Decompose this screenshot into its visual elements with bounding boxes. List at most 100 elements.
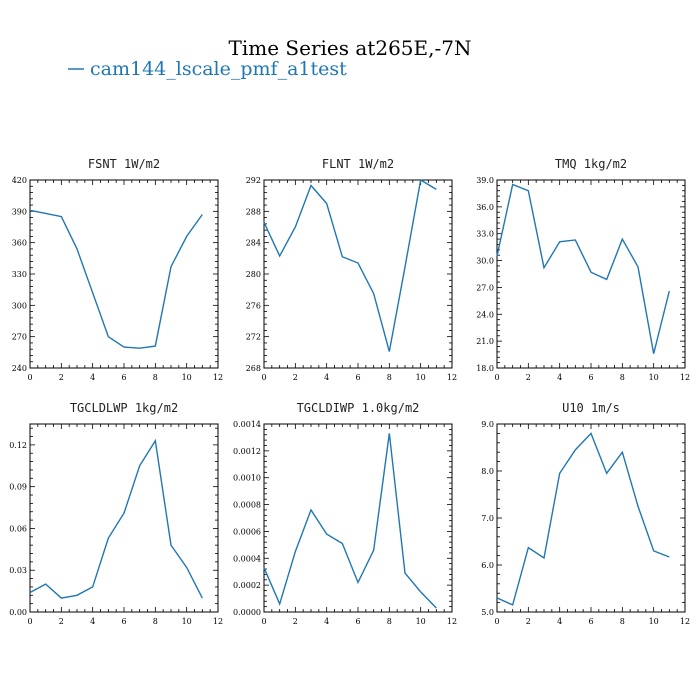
y-tick-label: 5.0 [481,608,494,617]
y-tick-label: 36.0 [476,203,494,212]
y-tick-label: 360 [12,239,27,248]
panel-title: FLNT 1W/m2 [322,157,394,171]
series-line [29,438,203,599]
y-tick-label: 0.0010 [233,474,261,483]
y-tick-label: 0.03 [9,566,27,575]
x-tick-label: 4 [324,373,329,382]
panel-5: TGCLDIWP 1.0kg/m2 0 2 4 6 8 10 12 0.0000 0.0002 0.… [233,401,457,626]
x-tick-label: 0 [261,373,266,382]
y-tick-label: 300 [12,301,27,310]
legend-label: cam144_lscale_pmf_a1test [90,58,347,80]
series-line [263,178,437,352]
y-tick-label: 276 [246,301,261,310]
panel-3: TMQ 1kg/m2 0 2 4 6 8 10 12 18.0 21.0 24.0 27.0 30.0 3… [476,157,690,382]
series-line [263,433,437,609]
series-line [496,183,671,354]
y-tick-label: 420 [12,176,27,185]
y-tick-label: 0.00 [9,608,27,617]
y-tick-label: 30.0 [476,257,494,266]
x-tick-label: 2 [526,617,531,626]
y-tick-label: 292 [246,176,261,185]
x-tick-label: 2 [293,373,298,382]
x-tick-label: 2 [293,617,298,626]
y-tick-label: 0.0004 [233,554,261,563]
x-tick-label: 6 [121,617,126,626]
x-tick-label: 10 [649,373,659,382]
plot-frame [496,423,686,613]
x-tick-label: 4 [557,373,562,382]
y-tick-label: 268 [246,364,261,373]
panel-title: U10 1m/s [562,401,620,415]
x-tick-label: 2 [59,373,64,382]
x-tick-label: 4 [557,617,562,626]
y-tick-label: 0.0014 [233,420,261,429]
y-tick-label: 0.0000 [233,608,261,617]
y-tick-label: 21.0 [476,337,494,346]
y-tick-label: 240 [12,364,27,373]
y-tick-label: 0.0008 [233,501,261,510]
plot-frame [263,179,453,369]
y-tick-label: 330 [12,270,27,279]
x-tick-label: 12 [447,617,457,626]
x-tick-label: 4 [90,617,95,626]
y-tick-label: 27.0 [476,283,494,292]
y-tick-label: 33.0 [476,230,494,239]
x-tick-label: 2 [59,617,64,626]
y-tick-label: 39.0 [476,176,494,185]
y-tick-label: 272 [246,333,261,342]
x-tick-label: 0 [27,617,32,626]
x-tick-label: 6 [121,373,126,382]
x-tick-label: 6 [588,373,593,382]
y-tick-label: 0.0006 [233,527,261,536]
x-tick-label: 10 [416,373,426,382]
y-tick-label: 288 [246,207,261,216]
panel-title: TGCLDIWP 1.0kg/m2 [297,401,420,415]
y-tick-label: 18.0 [476,364,494,373]
y-tick-label: 0.09 [9,483,27,492]
panel-title: TGCLDLWP 1kg/m2 [70,401,178,415]
x-tick-label: 0 [27,373,32,382]
x-tick-label: 10 [649,617,659,626]
y-tick-label: 390 [12,207,27,216]
panel-4: TGCLDLWP 1kg/m2 0 2 4 6 8 10 12 0.00 0.03 0.06 0.09… [9,401,223,626]
y-tick-label: 24.0 [476,310,494,319]
y-tick-label: 0.06 [9,524,27,533]
y-tick-label: 0.0002 [233,581,261,590]
y-tick-label: 9.0 [481,420,494,429]
x-tick-label: 0 [494,373,499,382]
x-tick-label: 12 [447,373,457,382]
panel-1: FSNT 1W/m2 0 2 4 6 8 10 12 240 270 300 330 360 390 420 [12,157,223,382]
x-tick-label: 8 [153,373,158,382]
plot-frame [29,179,219,369]
x-tick-label: 8 [620,373,625,382]
x-tick-label: 8 [387,617,392,626]
x-tick-label: 8 [387,373,392,382]
x-tick-label: 4 [324,617,329,626]
x-tick-label: 4 [90,373,95,382]
panel-title: TMQ 1kg/m2 [555,157,627,171]
x-tick-label: 8 [153,617,158,626]
x-tick-label: 12 [213,373,223,382]
x-tick-label: 0 [494,617,499,626]
panel-grid: FSNT 1W/m20 2 4 6 8 10 12240270300330360390420… [9,157,690,626]
y-tick-label: 6.0 [481,561,494,570]
x-tick-label: 10 [182,617,192,626]
x-tick-label: 0 [261,617,266,626]
x-tick-label: 10 [182,373,192,382]
x-tick-label: 2 [526,373,531,382]
series-line [29,209,203,349]
x-tick-label: 6 [355,373,360,382]
x-tick-label: 6 [355,617,360,626]
y-tick-label: 0.0012 [233,447,261,456]
y-tick-label: 270 [12,333,27,342]
x-tick-label: 12 [213,617,223,626]
x-tick-label: 10 [416,617,426,626]
y-tick-label: 284 [246,239,261,248]
panel-6: U10 1m/s 0 2 4 6 8 10 12 5.0 6.0 7.0 8.0 9.0 [481,401,690,626]
series-line [496,432,670,606]
x-tick-label: 6 [588,617,593,626]
legend: cam144_lscale_pmf_a1test [68,58,347,80]
figure-title: Time Series at265E,-7N [229,36,472,60]
y-tick-label: 0.12 [9,441,27,450]
